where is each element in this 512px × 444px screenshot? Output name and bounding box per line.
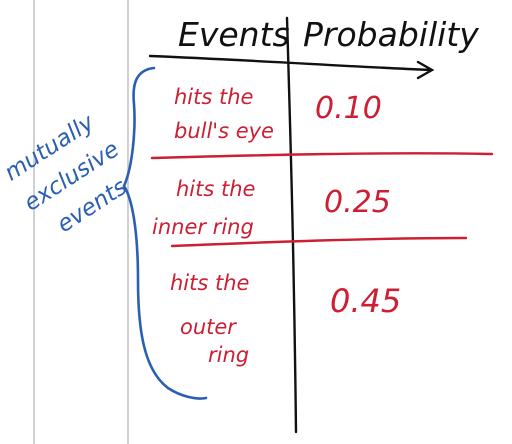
row-3-event-line-3: ring bbox=[208, 343, 249, 367]
row-divider-1 bbox=[150, 152, 494, 160]
header-events: Events bbox=[178, 15, 290, 54]
row-1-probability: 0.10 bbox=[315, 91, 382, 126]
header-probability: Probability bbox=[303, 15, 479, 54]
row-divider-2 bbox=[170, 236, 468, 248]
row-3-event-line-2: outer bbox=[180, 315, 237, 339]
curly-brace bbox=[122, 66, 208, 400]
row-2-probability: 0.25 bbox=[324, 185, 391, 220]
table-header-arrow bbox=[148, 54, 435, 80]
row-3-event-line-1: hits the bbox=[170, 271, 249, 295]
row-1-event-line-2: bull's eye bbox=[174, 119, 274, 143]
mutually-exclusive-annotation: mutually exclusive events bbox=[0, 109, 132, 238]
row-2-event-line-2: inner ring bbox=[152, 215, 254, 239]
row-2-event-line-1: hits the bbox=[176, 177, 255, 201]
table-vertical-divider bbox=[285, 16, 298, 434]
row-1-event-line-1: hits the bbox=[174, 85, 253, 109]
row-3-probability: 0.45 bbox=[330, 282, 401, 320]
